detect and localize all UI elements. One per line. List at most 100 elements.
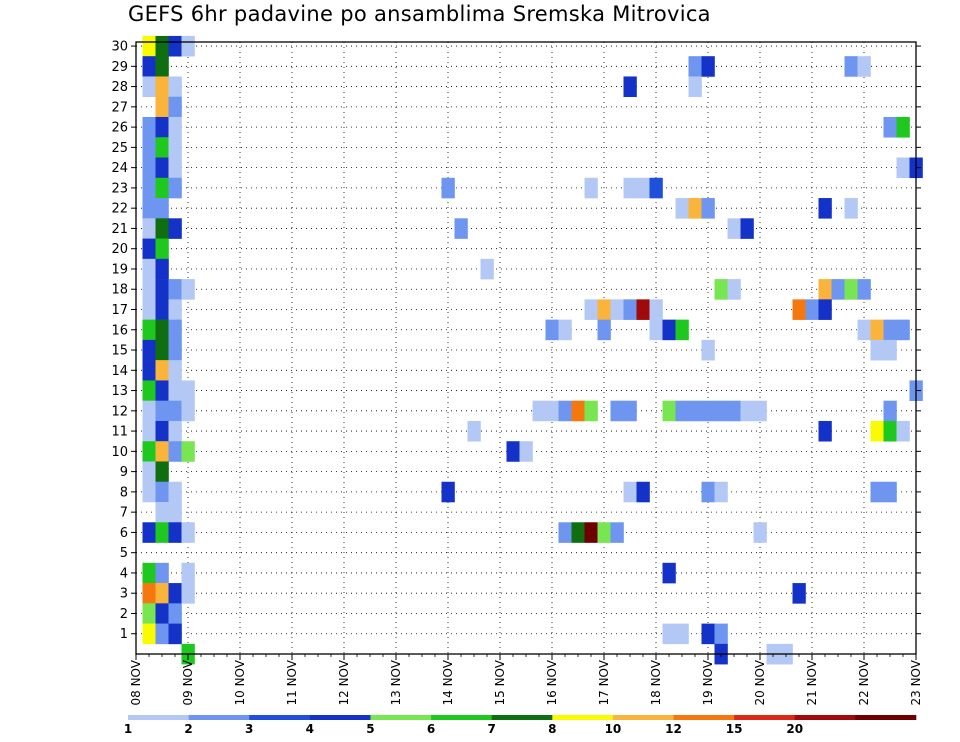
y-tick-label: 2 <box>120 607 128 622</box>
heatmap-cell <box>155 481 169 503</box>
heatmap-cell <box>142 198 156 219</box>
heatmap-cell <box>168 522 182 543</box>
heatmap-cell <box>467 420 481 442</box>
legend-label: 4 <box>306 722 314 736</box>
heatmap-cell <box>142 400 156 422</box>
heatmap-cell <box>701 623 715 645</box>
legend-label: 5 <box>366 722 374 736</box>
heatmap-cell <box>883 339 897 361</box>
heatmap-cell <box>675 198 689 219</box>
heatmap-cell <box>558 319 572 341</box>
heatmap-cell <box>857 319 871 341</box>
y-tick-label: 30 <box>111 40 128 55</box>
heatmap-cell <box>545 319 559 341</box>
x-tick-label: 12 NOV <box>337 659 351 705</box>
y-tick-label: 5 <box>120 546 128 561</box>
heatmap-cell <box>142 157 156 179</box>
heatmap-cell <box>142 177 156 199</box>
y-tick-label: 24 <box>111 161 128 176</box>
heatmap-cell <box>155 380 169 401</box>
heatmap-cell <box>818 279 832 300</box>
legend-swatch <box>734 715 796 720</box>
heatmap-cell <box>155 35 169 57</box>
heatmap-cell <box>181 562 195 584</box>
heatmap-cell <box>688 76 702 98</box>
legend-swatch <box>552 715 614 720</box>
legend-label: 10 <box>605 722 622 736</box>
heatmap-cell <box>844 279 858 300</box>
heatmap-cell <box>155 461 169 483</box>
heatmap-cell <box>818 299 832 320</box>
heatmap-cell <box>675 400 689 422</box>
heatmap-cell <box>714 279 728 300</box>
heatmap-cell <box>155 603 169 624</box>
x-tick-label: 19 NOV <box>701 659 715 705</box>
heatmap-cell <box>597 299 611 320</box>
heatmap-cell <box>142 137 156 158</box>
y-tick-label: 16 <box>111 323 128 338</box>
heatmap-cell <box>454 218 468 239</box>
heatmap-cell <box>168 623 182 645</box>
heatmap-cell <box>597 319 611 341</box>
heatmap-cell <box>181 380 195 401</box>
legend-label: 20 <box>786 722 803 736</box>
x-tick-label: 16 NOV <box>545 659 559 705</box>
heatmap-cell <box>831 279 845 300</box>
heatmap-cell <box>155 198 169 219</box>
heatmap-cell <box>168 177 182 199</box>
y-tick-label: 25 <box>111 141 128 156</box>
heatmap-cell <box>168 279 182 300</box>
heatmap-cell <box>181 583 195 604</box>
heatmap-cell <box>155 339 169 361</box>
heatmap-cell <box>753 400 767 422</box>
heatmap-cell <box>584 522 598 543</box>
heatmap-cell <box>155 299 169 320</box>
heatmap-cell <box>155 177 169 199</box>
chart-title: GEFS 6hr padavine po ansamblima Sremska … <box>128 2 711 26</box>
heatmap-cell <box>636 299 650 320</box>
heatmap-cell <box>181 400 195 422</box>
heatmap-cell <box>870 420 884 442</box>
heatmap-cell <box>168 380 182 401</box>
legend-swatch <box>249 715 311 720</box>
heatmap-cell <box>155 400 169 422</box>
heatmap-cell <box>142 522 156 543</box>
heatmap-cell <box>571 400 585 422</box>
heatmap-cell <box>168 420 182 442</box>
heatmap-cell <box>142 35 156 57</box>
heatmap-cell <box>155 116 169 138</box>
heatmap-cell <box>155 562 169 584</box>
heatmap-cell <box>870 319 884 341</box>
heatmap-cell <box>896 319 910 341</box>
heatmap-cell <box>792 583 806 604</box>
y-tick-label: 8 <box>120 485 128 500</box>
heatmap-cell <box>701 56 715 77</box>
heatmap-cell <box>688 56 702 77</box>
heatmap-cell <box>870 339 884 361</box>
legend-label: 7 <box>488 722 496 736</box>
heatmap-cell <box>142 603 156 624</box>
heatmap-cell <box>168 76 182 98</box>
y-tick-label: 23 <box>111 181 128 196</box>
legend-swatch <box>370 715 432 720</box>
x-tick-label: 17 NOV <box>597 659 611 705</box>
heatmap-cell <box>155 279 169 300</box>
heatmap-cell <box>883 420 897 442</box>
heatmap-cell <box>623 481 637 503</box>
heatmap-cell <box>155 502 169 523</box>
heatmap-cell <box>142 562 156 584</box>
heatmap-cell <box>662 623 676 645</box>
heatmap-cell <box>142 481 156 503</box>
heatmap-cell <box>155 258 169 280</box>
heatmap-cell <box>857 56 871 77</box>
heatmap-cell <box>623 177 637 199</box>
legend-swatch <box>855 715 917 720</box>
x-tick-label: 08 NOV <box>129 659 143 705</box>
y-tick-label: 12 <box>111 404 128 419</box>
y-tick-label: 9 <box>120 465 128 480</box>
heatmap-cell <box>142 116 156 138</box>
heatmap-cell <box>168 360 182 381</box>
heatmap-cell <box>649 177 663 199</box>
heatmap-cell <box>168 603 182 624</box>
heatmap-cell <box>155 157 169 179</box>
